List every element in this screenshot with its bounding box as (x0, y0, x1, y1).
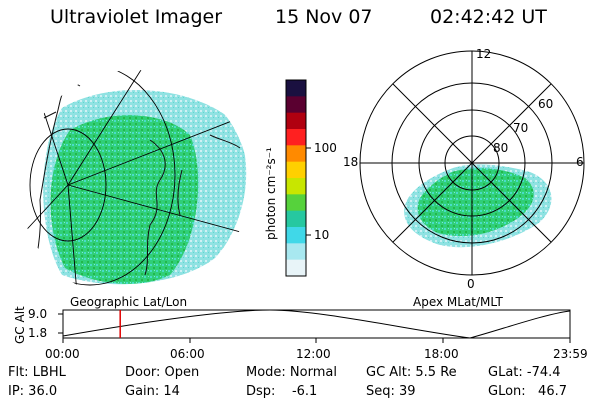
gc-alt-info: GC Alt: 5.5 Re (366, 365, 457, 380)
alt-ylabel: GC Alt (13, 306, 27, 344)
alt-xtick-0600: 06:00 (170, 347, 205, 361)
time-label: 02:42:42 UT (430, 6, 547, 28)
mlt-label-12: 12 (476, 47, 492, 61)
colorbar-tick-10: 10 (314, 228, 330, 242)
alt-ytick-9: 9.0 (28, 307, 48, 321)
lat-label-60: 60 (538, 97, 554, 111)
colorbar-frame (285, 79, 307, 277)
colorbar-band (286, 194, 306, 212)
geographic-map (19, 70, 249, 300)
ip-info: IP: 36.0 (8, 384, 58, 399)
colorbar-band (286, 129, 306, 146)
left-aurora-inner (50, 115, 199, 284)
seq-info: Seq: 39 (366, 384, 416, 399)
door-info: Door: Open (125, 365, 200, 380)
altitude-curve (62, 309, 571, 339)
instrument-title: Ultraviolet Imager (50, 6, 223, 28)
altitude-plot (58, 309, 571, 343)
date-label: 15 Nov 07 (275, 6, 373, 28)
right-map-caption: Apex MLat/MLT (413, 295, 503, 309)
polar-map (359, 50, 585, 276)
mlt-label-18: 18 (343, 155, 359, 169)
colorbar (286, 80, 306, 277)
colorbar-band (286, 210, 306, 228)
glat-info: GLat: -74.4 (488, 365, 561, 380)
mlt-label-0: 0 (467, 277, 475, 291)
alt-ytick-1: 1.8 (28, 326, 48, 340)
colorbar-band (286, 96, 306, 114)
gain-info: Gain: 14 (125, 384, 180, 399)
colorbar-band (286, 243, 306, 261)
alt-xtick-0000: 00:00 (45, 347, 80, 361)
colorbar-band (286, 145, 306, 163)
lat-label-70: 70 (513, 121, 529, 135)
lat-label-80: 80 (493, 141, 509, 155)
colorbar-band (286, 80, 306, 97)
left-map-caption: Geographic Lat/Lon (70, 295, 188, 309)
filter-info: Flt: LBHL (8, 365, 66, 380)
colorbar-band (286, 178, 306, 195)
mlt-label-6: 6 (576, 155, 584, 169)
colorbar-band (286, 259, 306, 277)
polar-aurora-inner (417, 168, 534, 237)
alt-xtick-2359: 23:59 (553, 347, 588, 361)
mode-info: Mode: Normal (246, 365, 337, 380)
colorbar-band (286, 112, 306, 130)
colorbar-band (286, 161, 306, 179)
colorbar-band (286, 227, 306, 244)
colorbar-tick-100: 100 (314, 141, 337, 155)
glon-info: GLon: 46.7 (488, 384, 568, 399)
alt-xtick-1200: 12:00 (296, 347, 331, 361)
dsp-info: Dsp: -6.1 (246, 384, 318, 399)
alt-xtick-1800: 18:00 (424, 347, 459, 361)
colorbar-unit-label: photon cm⁻²s⁻¹ (264, 147, 278, 240)
